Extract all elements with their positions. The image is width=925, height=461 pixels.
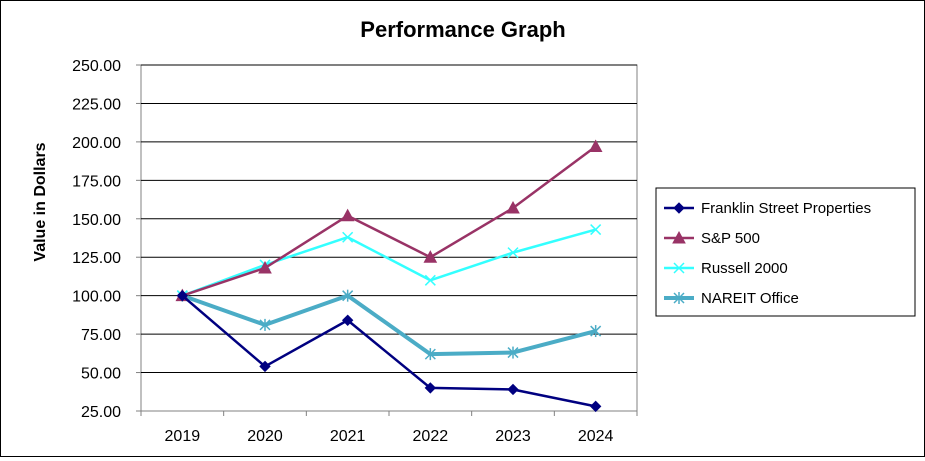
data-point xyxy=(176,289,189,302)
data-point xyxy=(258,260,272,274)
y-axis-label: Value in Dollars xyxy=(32,142,49,261)
legend-marker xyxy=(673,202,685,214)
x-tick-label: 2021 xyxy=(330,428,366,445)
data-point xyxy=(590,224,602,236)
data-point xyxy=(342,289,354,302)
data-point xyxy=(424,348,436,361)
gridlines xyxy=(141,64,637,374)
data-point xyxy=(589,400,602,413)
series-line xyxy=(181,293,597,357)
legend-item: Russell 2000 xyxy=(664,260,788,277)
legend-label: Franklin Street Properties xyxy=(701,200,871,217)
legend-marker xyxy=(672,230,686,244)
data-point xyxy=(259,318,271,331)
data-point xyxy=(590,325,602,338)
y-tick-label: 125.00 xyxy=(72,250,121,267)
series-russell-2000 xyxy=(176,224,602,302)
series-layer xyxy=(175,139,603,413)
x-tick-label: 2020 xyxy=(247,428,283,445)
legend-marker xyxy=(673,292,685,304)
legend-label: Russell 2000 xyxy=(701,260,788,277)
y-tick-label: 200.00 xyxy=(72,135,121,152)
data-point xyxy=(588,139,603,153)
series-line xyxy=(181,294,596,408)
legend-marker xyxy=(673,262,685,274)
data-point xyxy=(424,274,436,286)
data-point xyxy=(424,382,437,394)
x-tick-label: 2022 xyxy=(413,428,449,445)
legend-label: S&P 500 xyxy=(701,230,760,247)
series-line xyxy=(181,228,597,297)
data-point xyxy=(342,231,354,243)
data-point xyxy=(506,200,520,214)
x-tick-label: 2019 xyxy=(165,428,201,445)
legend-label: NAREIT Office xyxy=(701,290,799,307)
y-tick-label: 100.00 xyxy=(72,289,121,306)
chart-title: Performance Graph xyxy=(360,17,565,42)
legend: Franklin Street Properties S&P 500 Russell… xyxy=(655,187,916,317)
x-tick-label: 2023 xyxy=(495,428,531,445)
y-tick-label: 225.00 xyxy=(72,96,121,113)
y-tick-label: 75.00 xyxy=(81,327,121,344)
axes: 25.00 50.00 75.00 100.00 125.00 150.00 175.00 2… xyxy=(72,58,638,445)
data-point xyxy=(507,346,519,359)
series-line xyxy=(181,145,597,297)
legend-box xyxy=(655,187,916,317)
data-point xyxy=(423,250,438,263)
data-point xyxy=(507,247,519,259)
legend-item: S&P 500 xyxy=(664,230,760,247)
legend-item: NAREIT Office xyxy=(664,290,799,307)
y-tick-label: 175.00 xyxy=(72,173,121,190)
y-tick-label: 25.00 xyxy=(81,404,121,421)
data-point xyxy=(340,208,355,222)
y-tick-label: 50.00 xyxy=(81,366,121,383)
y-tick-label: 150.00 xyxy=(72,212,121,229)
legend-item: Franklin Street Properties xyxy=(664,200,871,217)
x-tick-label: 2024 xyxy=(578,428,614,445)
data-point xyxy=(341,314,354,326)
data-point xyxy=(259,360,271,373)
series-franklin-street-properties xyxy=(176,289,602,413)
data-point xyxy=(507,383,519,396)
y-tick-label: 250.00 xyxy=(72,58,121,75)
